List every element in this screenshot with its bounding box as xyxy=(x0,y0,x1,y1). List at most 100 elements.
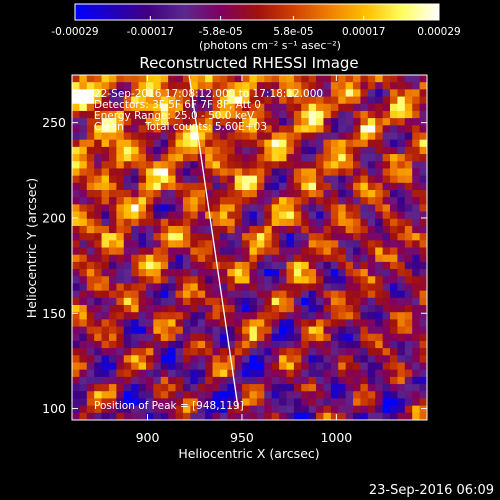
heatmap-cell xyxy=(323,312,332,320)
heatmap-cell xyxy=(138,312,147,320)
heatmap-cell xyxy=(116,283,125,292)
heatmap-cell xyxy=(138,405,147,414)
heatmap-cell xyxy=(86,96,95,105)
heatmap-cell xyxy=(419,261,427,270)
heatmap-cell xyxy=(323,340,332,349)
heatmap-cell xyxy=(271,146,280,155)
heatmap-cell xyxy=(412,312,421,320)
heatmap-cell xyxy=(293,290,302,299)
heatmap-cell xyxy=(323,269,332,277)
heatmap-cell xyxy=(190,75,199,83)
heatmap-cell xyxy=(197,305,206,313)
heatmap-cell xyxy=(382,211,391,220)
heatmap-cell xyxy=(242,254,250,263)
heatmap-cell xyxy=(323,233,332,241)
heatmap-cell xyxy=(86,254,95,263)
heatmap-cell xyxy=(323,391,332,399)
heatmap-cell xyxy=(271,225,280,234)
heatmap-cell xyxy=(79,355,88,363)
heatmap-cell xyxy=(390,125,398,133)
heatmap-cell xyxy=(249,326,258,335)
heatmap-cell xyxy=(323,362,332,371)
heatmap-cell xyxy=(168,211,176,220)
heatmap-cell xyxy=(101,276,110,284)
heatmap-cell xyxy=(293,369,302,378)
heatmap-cell xyxy=(131,146,139,155)
heatmap-cell xyxy=(242,211,250,220)
heatmap-cell xyxy=(308,333,317,342)
heatmap-cell xyxy=(205,190,213,198)
heatmap-cell xyxy=(308,283,317,292)
heatmap-cell xyxy=(227,154,236,162)
heatmap-cell xyxy=(212,297,221,306)
heatmap-cell xyxy=(286,190,295,198)
heatmap-cell xyxy=(205,225,213,234)
heatmap-cell xyxy=(404,103,413,112)
heatmap-cell xyxy=(116,103,125,112)
heatmap-cell xyxy=(316,326,324,335)
heatmap-cell xyxy=(360,362,369,371)
heatmap-cell xyxy=(227,340,236,349)
heatmap-cell xyxy=(286,103,295,112)
heatmap-cell xyxy=(338,398,347,407)
heatmap-cell xyxy=(249,146,258,155)
heatmap-cell xyxy=(330,362,339,371)
heatmap-cell xyxy=(205,326,213,335)
heatmap-cell xyxy=(101,261,110,270)
heatmap-cell xyxy=(279,348,287,356)
heatmap-cell xyxy=(145,398,154,407)
heatmap-cell xyxy=(212,412,221,420)
heatmap-cell xyxy=(338,103,347,112)
heatmap-cell xyxy=(330,376,339,385)
heatmap-cell xyxy=(360,297,369,306)
heatmap-cell xyxy=(94,319,102,327)
heatmap-cell xyxy=(279,312,287,320)
heatmap-cell xyxy=(390,204,398,212)
heatmap-cell xyxy=(212,125,221,133)
heatmap-cell xyxy=(190,254,199,263)
heatmap-cell xyxy=(397,369,406,378)
heatmap-cell xyxy=(419,247,427,256)
heatmap-cell xyxy=(419,276,427,284)
heatmap-cell xyxy=(227,110,236,119)
heatmap-cell xyxy=(375,75,384,83)
heatmap-cell xyxy=(138,125,147,133)
heatmap-cell xyxy=(404,96,413,105)
heatmap-cell xyxy=(264,197,273,205)
heatmap-cell xyxy=(116,233,125,241)
heatmap-cell xyxy=(79,175,88,184)
heatmap-cell xyxy=(190,89,199,97)
heatmap-cell xyxy=(86,204,95,212)
heatmap-cell xyxy=(205,139,213,148)
heatmap-cell xyxy=(353,211,361,220)
heatmap-cell xyxy=(345,161,354,169)
heatmap-cell xyxy=(123,161,132,169)
heatmap-cell xyxy=(271,139,280,148)
heatmap-cell xyxy=(323,276,332,284)
heatmap-cell xyxy=(404,412,413,420)
heatmap-cell xyxy=(360,75,369,83)
heatmap-cell xyxy=(404,125,413,133)
heatmap-cell xyxy=(323,197,332,205)
heatmap-cell xyxy=(256,139,265,148)
heatmap-cell xyxy=(79,82,88,90)
heatmap-cell xyxy=(197,276,206,284)
heatmap-cell xyxy=(101,340,110,349)
heatmap-cell xyxy=(308,369,317,378)
heatmap-cell xyxy=(345,269,354,277)
heatmap-cell xyxy=(101,139,110,148)
heatmap-cell xyxy=(345,290,354,299)
heatmap-cell xyxy=(323,175,332,184)
heatmap-cell xyxy=(249,75,258,83)
heatmap-cell xyxy=(168,261,176,270)
heatmap-cell xyxy=(175,125,184,133)
heatmap-cell xyxy=(168,240,176,248)
heatmap-cell xyxy=(286,384,295,392)
heatmap-cell xyxy=(182,139,191,148)
heatmap-cell xyxy=(264,362,273,371)
heatmap-cell xyxy=(367,319,376,327)
heatmap-cell xyxy=(94,312,102,320)
heatmap-cell xyxy=(419,125,427,133)
heatmap-cell xyxy=(227,139,236,148)
heatmap-cell xyxy=(316,376,324,385)
